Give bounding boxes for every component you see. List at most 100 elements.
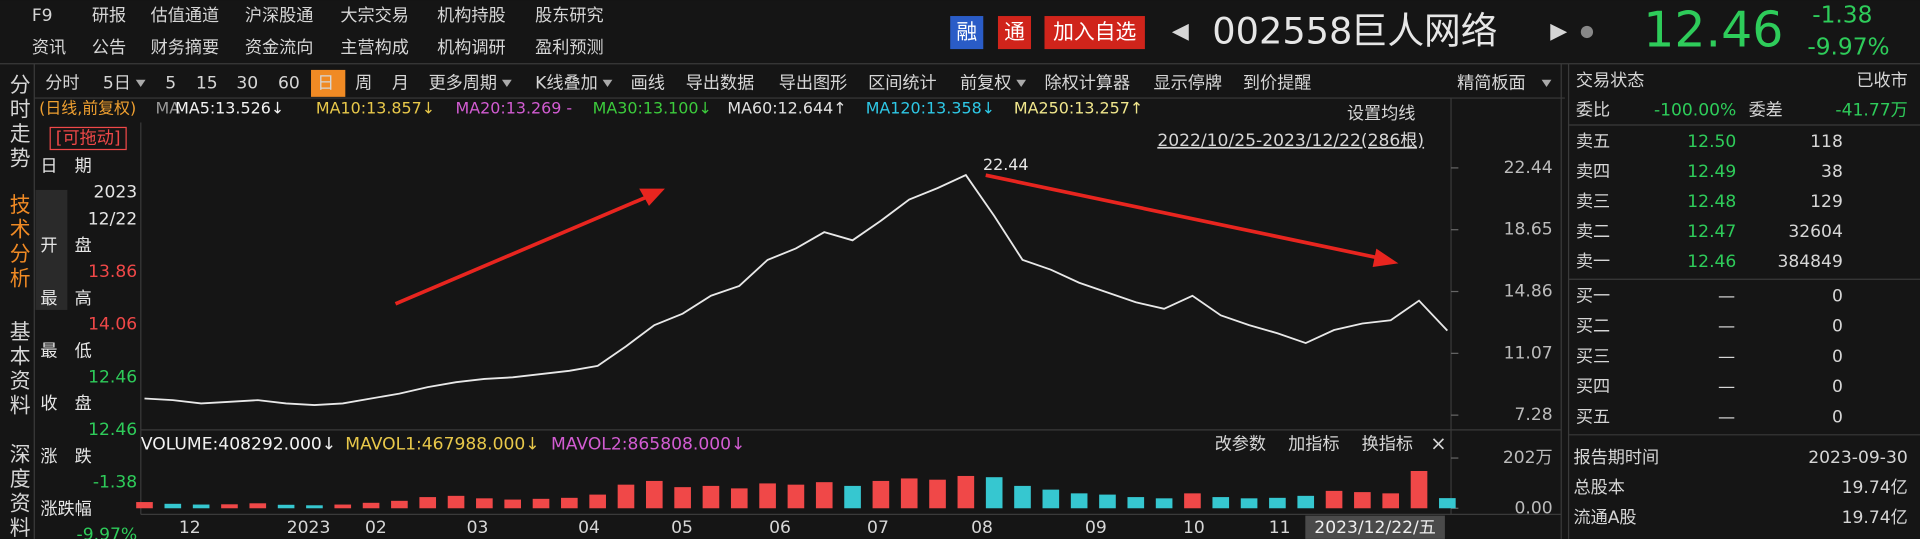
volume-bar xyxy=(1070,493,1088,509)
badge-text[interactable]: 融 xyxy=(956,20,977,44)
ask-price: 12.47 xyxy=(1687,222,1736,242)
bid-volume: 0 xyxy=(1832,347,1843,367)
nav-link[interactable]: F9 xyxy=(32,6,53,26)
nav-link[interactable]: 主营构成 xyxy=(340,38,408,58)
toolbar-item[interactable]: 周 xyxy=(355,73,372,93)
bid-label: 买五 xyxy=(1576,407,1610,427)
y-tick-label: 11.07 xyxy=(1504,343,1553,363)
ma-item: MA5:13.526↓ xyxy=(175,99,284,118)
nav-link[interactable]: 研报 xyxy=(92,6,126,26)
dropdown-caret[interactable] xyxy=(135,79,146,88)
nav-link[interactable]: 股东研究 xyxy=(535,6,604,26)
close-icon[interactable]: × xyxy=(1430,432,1446,455)
nav-link[interactable]: 估值通道 xyxy=(151,6,220,26)
toolbar-active-bg[interactable] xyxy=(311,69,346,97)
side-tab[interactable]: 分时走势 xyxy=(6,74,30,172)
side-tab[interactable]: 基本资料 xyxy=(6,321,30,419)
volume-bar xyxy=(900,478,918,509)
nav-link[interactable]: 沪深股通 xyxy=(245,6,313,26)
next-arrow[interactable]: ▶ xyxy=(1550,19,1567,44)
peak-label: 22.44 xyxy=(983,155,1029,174)
x-tick-label: 08 xyxy=(971,518,993,538)
info-value: 14.06 xyxy=(88,315,137,335)
ma-prefix: (日线,前复权) xyxy=(39,99,136,118)
status-label: 交易状态 xyxy=(1576,71,1645,91)
stock-name: 巨人网络 xyxy=(1351,10,1498,53)
toolbar-item[interactable]: K线叠加 xyxy=(535,73,598,93)
toolbar-item[interactable]: 日 xyxy=(317,73,334,93)
toolbar-item[interactable]: 15 xyxy=(196,73,218,93)
side-tab[interactable]: 深度资料 xyxy=(6,443,30,539)
dropdown-caret[interactable] xyxy=(1016,79,1027,88)
bid-price: — xyxy=(1718,347,1735,367)
y-tick-label: 0.00 xyxy=(1515,498,1553,518)
add-watch-button[interactable] xyxy=(1044,16,1145,50)
volume-action[interactable]: 改参数 xyxy=(1215,435,1266,455)
toolbar-item[interactable]: 月 xyxy=(392,73,409,93)
volume-bar xyxy=(1269,497,1286,509)
bid-price: — xyxy=(1718,286,1735,306)
toolbar-item[interactable]: 30 xyxy=(236,73,258,93)
prev-arrow[interactable]: ◀ xyxy=(1172,19,1189,44)
toolbar-item[interactable]: 前复权 xyxy=(960,73,1011,93)
dropdown-caret[interactable] xyxy=(1541,79,1552,88)
toolbar-item[interactable]: 更多周期 xyxy=(429,73,497,93)
nav-link[interactable]: 资讯 xyxy=(32,38,66,58)
info-value: 12.46 xyxy=(88,420,137,440)
nav-link[interactable]: 资金流向 xyxy=(245,38,313,58)
nav-link[interactable]: 盈利预测 xyxy=(535,38,604,58)
volume-bar xyxy=(872,480,890,509)
drag-label: [可拖动] xyxy=(56,128,121,148)
volume-bar xyxy=(334,504,352,509)
fundamental-value: 19.74亿 xyxy=(1842,478,1908,498)
volume-bar xyxy=(985,477,1003,509)
ma-item: MA120:13.358↓ xyxy=(866,99,995,118)
nav-link[interactable]: 公告 xyxy=(92,38,126,58)
toolbar-item[interactable]: 5 xyxy=(165,73,176,93)
toolbar-item[interactable]: 分时 xyxy=(45,73,79,93)
price-line xyxy=(144,173,1449,406)
bid-label: 买四 xyxy=(1576,377,1610,397)
ask-label: 卖五 xyxy=(1576,132,1610,152)
volume-legend: MAVOL2:865808.000↓ xyxy=(551,435,745,455)
nav-link[interactable]: 机构持股 xyxy=(437,6,505,26)
volume-bar xyxy=(589,494,606,509)
info-label: 收 盘 xyxy=(40,394,91,414)
toolbar-item[interactable]: 画线 xyxy=(631,73,665,93)
toolbar-item[interactable]: 到价提醒 xyxy=(1243,73,1312,93)
volume-bar xyxy=(504,499,522,509)
nav-link[interactable]: 大宗交易 xyxy=(340,6,408,26)
fundamental-value: 2023-09-30 xyxy=(1808,448,1908,468)
volume-bar xyxy=(447,495,465,509)
volume-action[interactable]: 加指标 xyxy=(1288,435,1339,455)
ask-price: 12.48 xyxy=(1687,192,1736,212)
date-range: 2022/10/25-2023/12/22(286根) xyxy=(1157,131,1424,151)
dropdown-caret[interactable] xyxy=(602,79,613,88)
toolbar-item[interactable]: 60 xyxy=(278,73,300,93)
bell-icon[interactable] xyxy=(1580,25,1594,39)
add-watch-text[interactable]: 加入自选 xyxy=(1053,20,1136,44)
toolbar-item[interactable]: 显示停牌 xyxy=(1153,73,1222,93)
side-tab[interactable]: 技术分析 xyxy=(6,194,30,292)
toolbar-item[interactable]: 除权计算器 xyxy=(1044,73,1130,93)
ma-item: MA30:13.100↓ xyxy=(593,99,712,118)
panel-toggle[interactable]: 精简板面 xyxy=(1457,73,1526,93)
nav-link[interactable]: 机构调研 xyxy=(437,38,505,58)
badge-text[interactable]: 通 xyxy=(1004,20,1025,44)
fundamental-value: 19.74亿 xyxy=(1842,508,1908,528)
nav-link[interactable]: 财务摘要 xyxy=(151,38,220,58)
badge[interactable] xyxy=(997,16,1032,50)
bid-label: 买一 xyxy=(1576,286,1610,306)
toolbar-item[interactable]: 导出图形 xyxy=(779,73,848,93)
toolbar-item[interactable]: 导出数据 xyxy=(686,73,755,93)
fundamental-label: 流通A股 xyxy=(1573,508,1636,528)
ma-setting[interactable]: 设置均线 xyxy=(1347,104,1416,124)
toolbar-item[interactable]: 区间统计 xyxy=(868,73,937,93)
ma-item: MA60:12.644↑ xyxy=(727,99,846,118)
volume-bar xyxy=(532,498,550,509)
ask-volume: 32604 xyxy=(1788,222,1842,242)
dropdown-caret[interactable] xyxy=(501,79,512,88)
volume-action[interactable]: 换指标 xyxy=(1362,435,1413,455)
toolbar-item[interactable]: 5日 xyxy=(103,73,131,93)
badge[interactable] xyxy=(950,16,984,50)
